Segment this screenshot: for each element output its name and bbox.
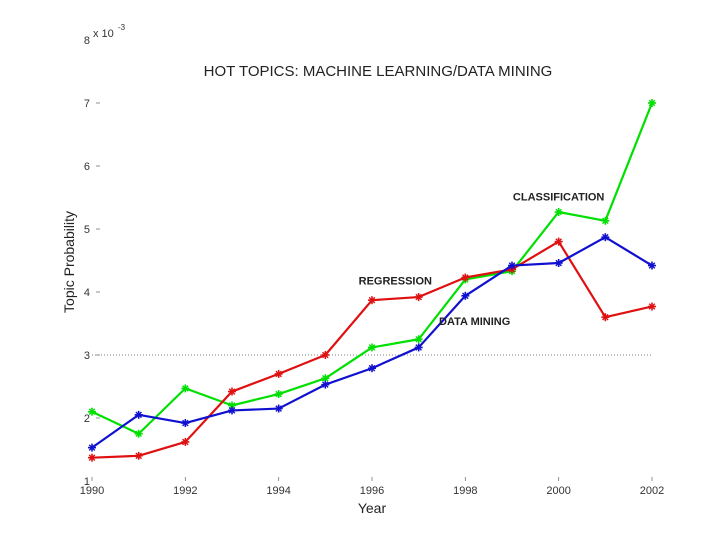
data-point	[88, 407, 96, 416]
data-point	[601, 233, 610, 242]
data-point	[554, 259, 563, 268]
data-point	[134, 429, 143, 438]
series-annotation: DATA MINING	[439, 316, 510, 328]
data-point	[181, 419, 190, 428]
data-point	[508, 261, 516, 270]
annotation-layer: CLASSIFICATION REGRESSION DATA MINING	[359, 192, 605, 328]
data-point	[88, 443, 96, 452]
data-point	[368, 343, 376, 352]
data-point	[648, 261, 656, 270]
data-point	[274, 390, 283, 399]
y-tick-label: 2	[84, 413, 90, 425]
data-point	[554, 237, 563, 246]
series-2	[88, 237, 656, 462]
data-point	[601, 216, 610, 225]
data-point	[321, 351, 330, 359]
data-point	[414, 335, 423, 344]
y-tick-label: 3	[84, 350, 90, 362]
data-point	[414, 343, 423, 352]
x-tick-label: 1998	[453, 485, 477, 497]
x-tick-label: 1994	[266, 485, 290, 497]
x-tick-label: 1992	[173, 485, 197, 497]
y-axis-multiplier-exponent: -3	[118, 23, 126, 32]
series-line	[91, 236, 653, 449]
y-axis-multiplier: x 10	[93, 28, 114, 40]
series-annotation: CLASSIFICATION	[513, 192, 605, 204]
data-point	[554, 207, 563, 216]
x-tick-label: 2000	[546, 485, 570, 497]
data-point	[134, 410, 143, 419]
data-point	[368, 364, 376, 373]
x-axis-label: Year	[358, 500, 387, 516]
x-tick-label: 2002	[640, 485, 664, 497]
data-point	[368, 296, 376, 305]
series-1	[88, 99, 656, 438]
data-point	[321, 380, 330, 389]
data-point	[228, 406, 236, 415]
y-axis-label: Topic Probability	[61, 211, 77, 313]
data-point	[228, 387, 236, 396]
x-tick-label: 1996	[360, 485, 384, 497]
chart-title: HOT TOPICS: MACHINE LEARNING/DATA MINING	[204, 63, 553, 80]
series-annotation: REGRESSION	[359, 275, 432, 287]
data-point	[461, 291, 470, 300]
data-point	[414, 293, 423, 302]
series-line	[91, 102, 654, 435]
data-point	[181, 437, 190, 446]
y-tick-label: 4	[84, 287, 90, 299]
data-point	[648, 99, 656, 107]
y-tick-label: 8	[84, 35, 90, 47]
y-tick-label: 6	[84, 161, 90, 173]
series-layer	[88, 99, 656, 462]
y-axis-ticks: 1 2 3 4 5 6 7 8	[84, 35, 100, 488]
data-point	[274, 404, 283, 413]
y-tick-label: 7	[84, 98, 90, 110]
data-point	[274, 369, 283, 378]
x-axis-ticks: 1990 1992 1994 1996 1998 2000 2002	[80, 477, 664, 497]
series-3	[88, 233, 656, 452]
data-point	[601, 313, 610, 322]
data-point	[181, 384, 190, 393]
x-tick-label: 1990	[80, 485, 104, 497]
y-tick-label: 5	[84, 224, 90, 236]
y-tick-label: 1	[84, 476, 90, 488]
data-point	[134, 451, 143, 460]
data-point	[461, 273, 470, 282]
data-point	[648, 302, 656, 311]
data-point	[88, 453, 96, 462]
